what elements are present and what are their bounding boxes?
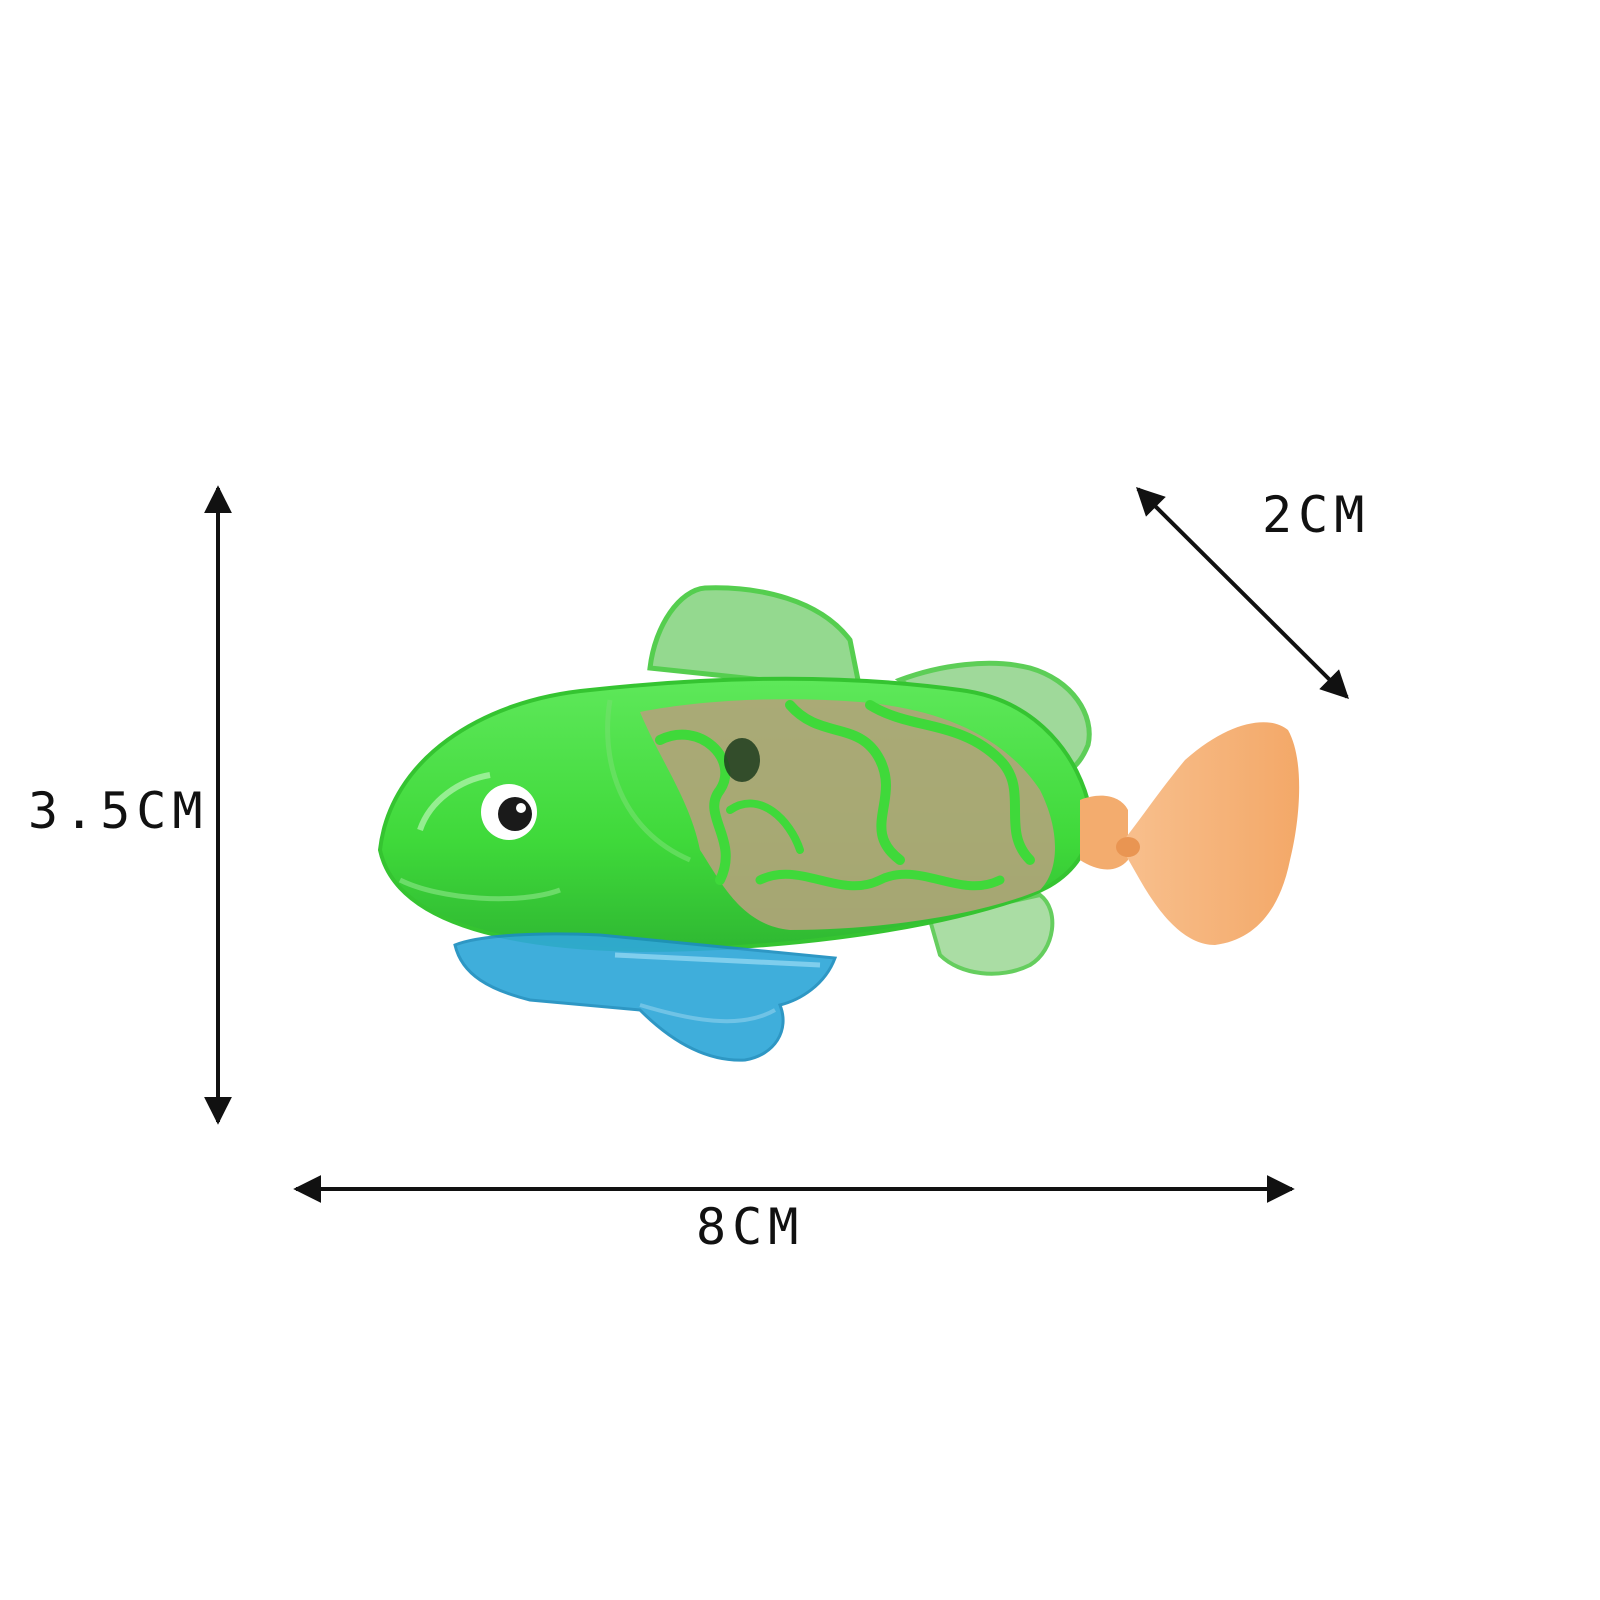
depth-label: 2CM [1262, 486, 1371, 544]
height-label: 3.5CM [28, 782, 209, 840]
fish-eye [481, 784, 537, 840]
pectoral-fin [453, 932, 838, 1062]
tail [1080, 722, 1300, 945]
depth-arrow [1136, 487, 1349, 699]
length-label: 8CM [696, 1198, 805, 1256]
fish-toy [377, 585, 1300, 1062]
dorsal-fin [647, 585, 864, 693]
